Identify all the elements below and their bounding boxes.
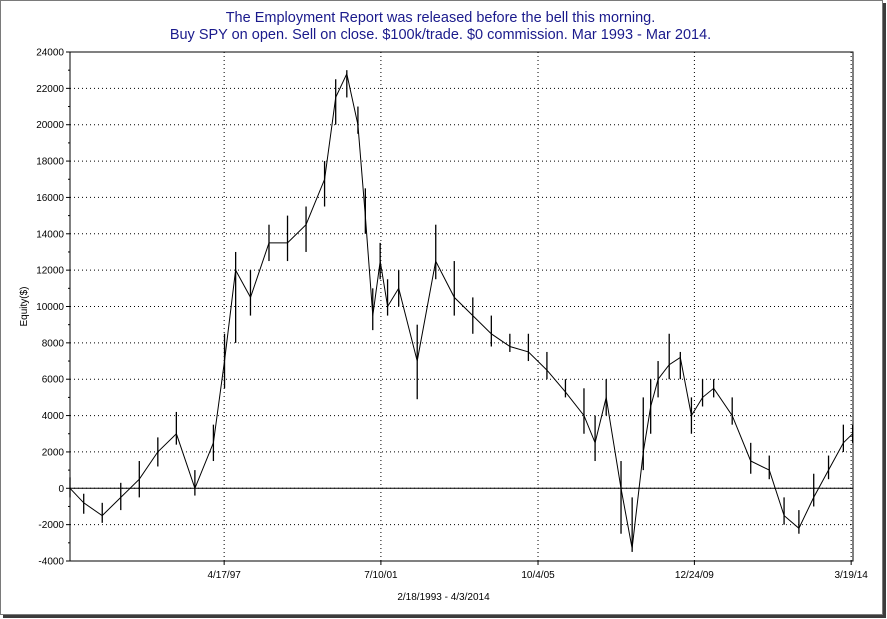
- y-tick-label: -2000: [38, 520, 64, 531]
- y-tick-label: 10000: [36, 302, 64, 313]
- gridlines: [70, 52, 853, 561]
- equity-bars: [69, 70, 854, 552]
- y-tick-label: 12000: [36, 266, 64, 277]
- y-tick-label: 8000: [42, 338, 65, 349]
- x-tick-label: 4/17/97: [207, 570, 241, 581]
- y-tick-label: 2000: [42, 447, 65, 458]
- chart-title: The Employment Report was released befor…: [225, 10, 656, 26]
- y-tick-label: 4000: [42, 411, 65, 422]
- x-tick-label: 7/10/01: [364, 570, 398, 581]
- y-tick-label: 20000: [36, 120, 64, 131]
- chart-subtitle: Buy SPY on open. Sell on close. $100k/tr…: [169, 27, 712, 43]
- y-tick-label: 22000: [36, 84, 64, 95]
- x-tick-label: 3/19/14: [834, 570, 868, 581]
- y-tick-label: 14000: [36, 229, 64, 240]
- x-axis-label: 2/18/1993 - 4/3/2014: [397, 592, 490, 603]
- y-axis-label: Equity($): [19, 286, 30, 326]
- y-tick-label: 16000: [36, 193, 64, 204]
- x-tick-label: 12/24/09: [675, 570, 714, 581]
- y-tick-label: 0: [58, 484, 64, 495]
- y-tick-label: 24000: [36, 48, 64, 59]
- y-tick-label: 6000: [42, 375, 65, 386]
- x-axis: 4/17/97 7/10/01 10/4/05 12/24/09 3/19/14: [207, 561, 868, 581]
- x-tick-label: 10/4/05: [521, 570, 555, 581]
- y-tick-label: -4000: [38, 557, 64, 568]
- plot-area: [70, 52, 853, 561]
- y-tick-label: 18000: [36, 157, 64, 168]
- y-axis: -4000 -2000 0 2000 4000 6000 8000 10000 12000 140…: [36, 48, 70, 568]
